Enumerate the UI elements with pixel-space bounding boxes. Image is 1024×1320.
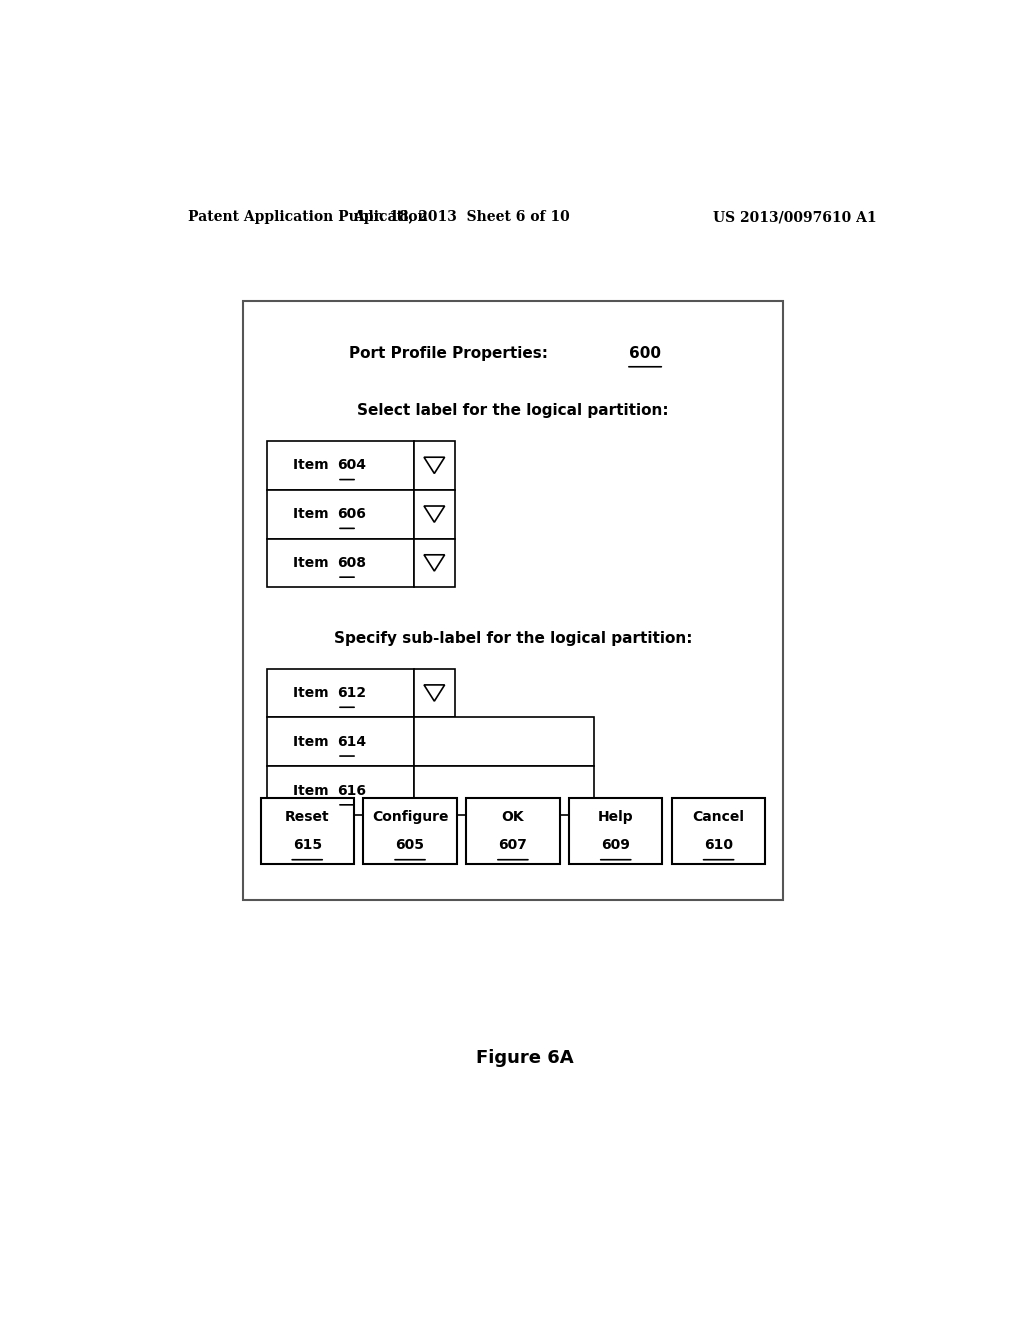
Bar — [414, 669, 455, 718]
Text: Select label for the logical partition:: Select label for the logical partition: — [357, 403, 669, 418]
Text: Help: Help — [598, 810, 634, 824]
Text: 605: 605 — [395, 838, 425, 853]
Text: Apr. 18, 2013  Sheet 6 of 10: Apr. 18, 2013 Sheet 6 of 10 — [353, 210, 569, 224]
Bar — [267, 490, 414, 539]
Bar — [414, 539, 455, 587]
Bar — [267, 539, 414, 587]
Bar — [243, 301, 782, 900]
Text: Item: Item — [294, 556, 334, 570]
Text: 604: 604 — [337, 458, 367, 473]
Bar — [672, 799, 765, 865]
Text: 616: 616 — [337, 784, 367, 797]
Text: 610: 610 — [705, 838, 733, 853]
Polygon shape — [424, 457, 444, 474]
Text: Figure 6A: Figure 6A — [476, 1049, 573, 1067]
Bar — [260, 799, 354, 865]
Text: 600: 600 — [629, 346, 662, 362]
Polygon shape — [424, 506, 444, 523]
Text: OK: OK — [502, 810, 524, 824]
Text: 615: 615 — [293, 838, 322, 853]
Text: 609: 609 — [601, 838, 630, 853]
Text: Reset: Reset — [285, 810, 330, 824]
Text: Cancel: Cancel — [692, 810, 744, 824]
Bar — [267, 441, 414, 490]
Bar — [267, 718, 414, 766]
Text: US 2013/0097610 A1: US 2013/0097610 A1 — [713, 210, 877, 224]
Text: Item: Item — [294, 507, 334, 521]
Text: Item: Item — [294, 686, 334, 700]
Text: Item: Item — [294, 458, 334, 473]
Bar — [414, 441, 455, 490]
Text: Patent Application Publication: Patent Application Publication — [187, 210, 427, 224]
Text: 608: 608 — [337, 556, 367, 570]
Bar — [364, 799, 457, 865]
Text: Port Profile Properties:: Port Profile Properties: — [348, 346, 548, 362]
Text: 607: 607 — [499, 838, 527, 853]
Text: 612: 612 — [337, 686, 367, 700]
Polygon shape — [424, 554, 444, 572]
Bar — [414, 490, 455, 539]
Text: Item: Item — [294, 735, 334, 748]
Text: Configure: Configure — [372, 810, 449, 824]
Text: 606: 606 — [337, 507, 366, 521]
Bar — [466, 799, 559, 865]
Bar — [267, 669, 414, 718]
Text: 614: 614 — [337, 735, 367, 748]
Bar — [414, 718, 594, 766]
Bar — [414, 766, 594, 814]
Text: Item: Item — [294, 784, 334, 797]
Bar — [267, 766, 414, 814]
Polygon shape — [424, 685, 444, 701]
Text: Specify sub-label for the logical partition:: Specify sub-label for the logical partit… — [334, 631, 692, 645]
Bar — [569, 799, 663, 865]
